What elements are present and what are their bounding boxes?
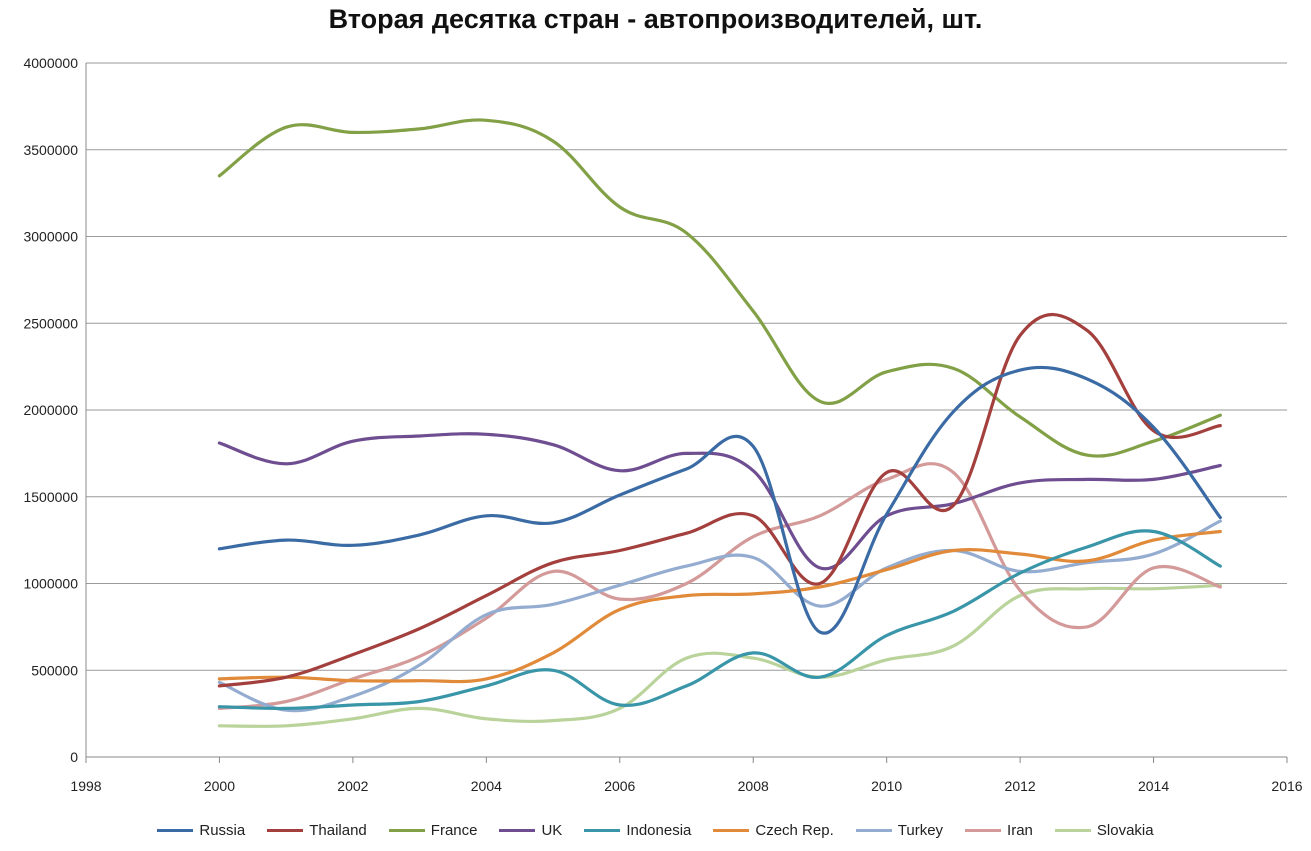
y-tick-label: 2000000	[23, 402, 78, 418]
legend-item: UK	[499, 822, 562, 839]
grid-lines	[86, 62, 1287, 671]
chart-title: Вторая десятка стран - автопроизводителе…	[328, 4, 983, 34]
x-tick-label: 2012	[1005, 778, 1036, 794]
legend-label: Turkey	[897, 822, 944, 839]
series-line-uk	[217, 432, 1222, 571]
legend-item: Czech Rep.	[713, 822, 834, 839]
legend-item: Iran	[965, 822, 1033, 839]
legend-swatch	[584, 829, 621, 832]
legend-swatch	[157, 829, 194, 832]
y-tick-label: 1000000	[23, 576, 78, 592]
axes	[85, 63, 1288, 763]
x-axis-tick-labels: 1998 2000 2002 2004 2006 2008 2010 2012 2014 2016	[70, 778, 1302, 794]
legend-item: France	[388, 822, 478, 839]
series-line-indonesia	[217, 529, 1222, 711]
x-tick-label: 2016	[1271, 778, 1302, 794]
x-tick-label: 2014	[1138, 778, 1169, 794]
series-line-russia	[217, 365, 1222, 635]
legend: Russia Thailand France UK Indonesia Czech Rep…	[0, 822, 1311, 839]
x-tick-label: 2000	[204, 778, 235, 794]
legend-swatch	[499, 829, 536, 832]
y-tick-label: 4000000	[23, 55, 78, 71]
series-lines	[217, 118, 1222, 728]
y-tick-label: 2500000	[23, 315, 78, 331]
legend-swatch	[855, 829, 892, 832]
legend-swatch	[965, 829, 1002, 832]
y-axis-tick-labels: 0 500000 1000000 1500000 2000000 2500000 30000…	[23, 55, 78, 765]
x-tick-label: 2008	[738, 778, 769, 794]
legend-item: Slovakia	[1054, 822, 1154, 839]
x-tick-label: 2010	[871, 778, 902, 794]
y-tick-label: 0	[70, 749, 78, 765]
series-line-france	[217, 118, 1222, 458]
x-tick-label: 2004	[471, 778, 502, 794]
legend-label: UK	[541, 822, 563, 839]
legend-label: France	[430, 822, 478, 839]
legend-swatch	[267, 829, 304, 832]
legend-label: Indonesia	[626, 822, 692, 839]
y-tick-label: 3000000	[23, 229, 78, 245]
legend-item: Russia	[157, 822, 245, 839]
legend-label: Russia	[199, 822, 246, 839]
legend-label: Slovakia	[1096, 822, 1154, 839]
series-line-thailand	[217, 312, 1222, 688]
series-line-slovakia	[217, 583, 1222, 728]
legend-swatch	[713, 829, 750, 832]
legend-label: Czech Rep.	[755, 822, 834, 839]
legend-item: Thailand	[267, 822, 367, 839]
legend-swatch	[1054, 829, 1091, 832]
legend-label: Iran	[1007, 822, 1033, 839]
legend-item: Indonesia	[584, 822, 691, 839]
x-tick-label: 2006	[604, 778, 635, 794]
series-line-iran	[217, 462, 1222, 710]
x-tick-label: 1998	[70, 778, 101, 794]
x-tick-label: 2002	[337, 778, 368, 794]
y-tick-label: 3500000	[23, 142, 78, 158]
y-tick-label: 500000	[31, 662, 78, 678]
legend-label: Thailand	[309, 822, 367, 839]
legend-swatch	[388, 829, 425, 832]
y-tick-label: 1500000	[23, 489, 78, 505]
legend-item: Turkey	[855, 822, 944, 839]
